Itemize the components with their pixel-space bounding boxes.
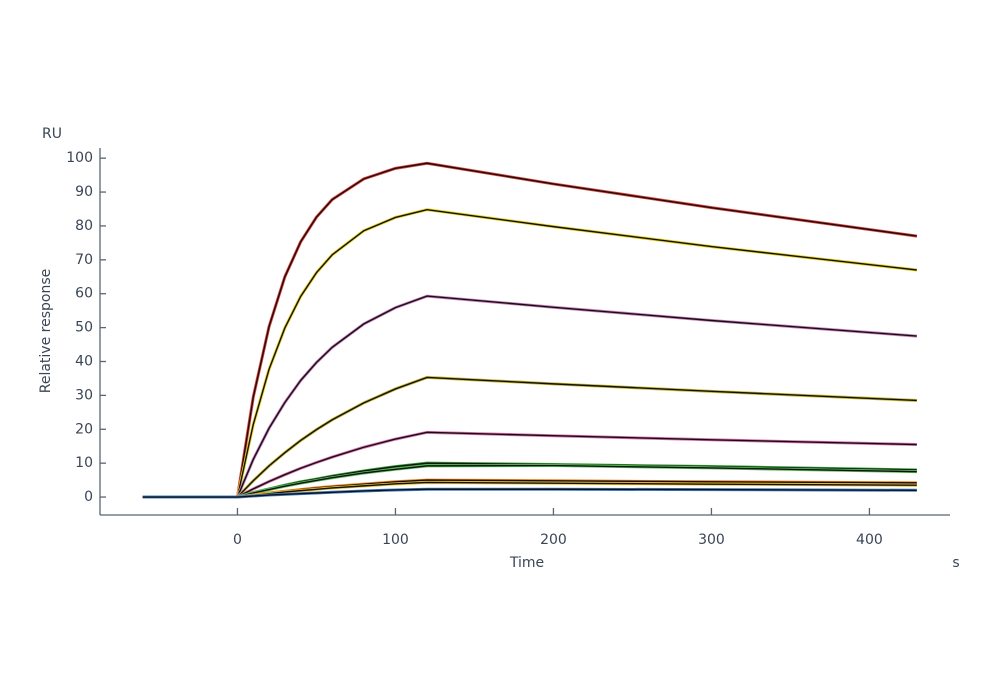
x-tick-label: 100: [382, 532, 409, 548]
x-tick-label: 400: [856, 532, 883, 548]
fit-line: [142, 162, 917, 498]
y-tick-label: 20: [75, 421, 93, 437]
y-tick-label: 50: [75, 320, 93, 336]
x-axis-title: Time: [509, 555, 544, 571]
y-tick-label: 60: [75, 286, 93, 302]
x-tick-label: 200: [540, 532, 567, 548]
y-tick-label: 40: [75, 354, 93, 370]
fit-line: [142, 464, 917, 498]
y-tick-label: 80: [75, 218, 93, 234]
y-tick-label: 10: [75, 455, 93, 471]
fit-line: [142, 295, 917, 498]
fit-line: [142, 488, 917, 498]
y-tick-label: 30: [75, 387, 93, 403]
y-tick-label: 100: [66, 150, 93, 166]
y-tick-label: 90: [75, 184, 93, 200]
y-tick-label: 0: [84, 489, 93, 505]
data-line: [142, 208, 917, 499]
y-axis-title: Relative response: [38, 269, 54, 394]
fit-line: [142, 431, 917, 498]
x-tick-label: 300: [698, 532, 725, 548]
fit-line: [142, 208, 917, 498]
x-unit: s: [952, 555, 959, 571]
y-tick-label: 70: [75, 252, 93, 268]
x-tick-label: 0: [233, 532, 242, 548]
fit-line: [142, 376, 917, 498]
y-unit: RU: [42, 126, 62, 142]
